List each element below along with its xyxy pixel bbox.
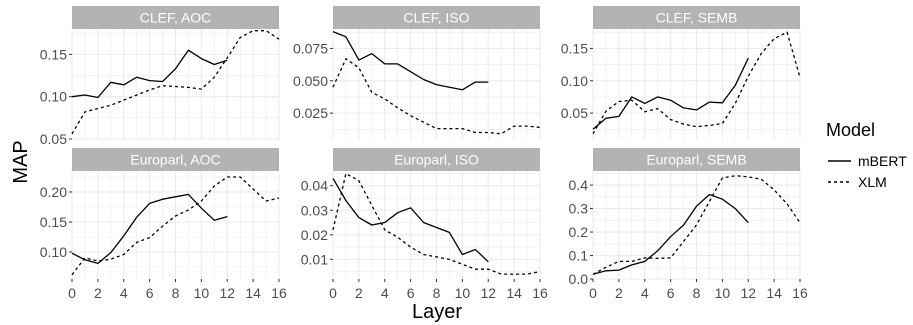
panel-title: Europarl, ISO xyxy=(394,152,479,168)
panel-strip xyxy=(72,6,279,29)
x-tick-label: 4 xyxy=(381,285,389,301)
x-tick-label: 8 xyxy=(433,285,441,301)
y-tick-label: 0.15 xyxy=(40,214,67,230)
x-tick-label: 2 xyxy=(615,285,623,301)
x-tick-label: 6 xyxy=(146,285,154,301)
x-tick-label: 16 xyxy=(792,285,808,301)
x-axis-title: Layer xyxy=(412,301,462,323)
y-axis-title: MAP xyxy=(10,140,32,183)
x-tick-label: 0 xyxy=(589,285,597,301)
panel-title: CLEF, ISO xyxy=(403,10,469,26)
y-tick-label: 0.15 xyxy=(561,40,588,56)
y-tick-label: 0.075 xyxy=(293,40,328,56)
series-line-mbert xyxy=(592,193,749,275)
panel-strip xyxy=(333,6,540,29)
legend-item-mbert: mBERT xyxy=(828,153,907,169)
series-line-mbert xyxy=(332,178,489,263)
panel-title: CLEF, AOC xyxy=(140,10,212,26)
y-tick-label: 0.01 xyxy=(301,251,328,267)
y-tick-label: 0.1 xyxy=(569,248,589,264)
panel-europarl-iso: Europarl, ISO 0.01 0.02 0.03 0.04 0 2 4 6 8 10 12 14… xyxy=(301,148,548,301)
x-tick-label: 2 xyxy=(94,285,102,301)
x-tick-label: 14 xyxy=(245,285,261,301)
x-tick-label: 8 xyxy=(172,285,180,301)
x-tick-label: 10 xyxy=(715,285,731,301)
y-tick-label: 0.15 xyxy=(40,46,67,62)
y-tick-label: 0.2 xyxy=(569,224,589,240)
legend: Model mBERT XLM xyxy=(826,120,907,190)
y-tick-label: 0.050 xyxy=(293,73,328,89)
series-line-mbert xyxy=(71,49,228,99)
panel-clef-semb: CLEF, SEMB 0.05 0.10 0.15 xyxy=(561,6,801,139)
x-tick-label: 14 xyxy=(766,285,782,301)
panel-clef-aoc: CLEF, AOC 0.05 0.10 0.15 xyxy=(40,6,280,147)
y-tick-label: 0.3 xyxy=(569,201,589,217)
x-tick-label: 12 xyxy=(740,285,756,301)
legend-title: Model xyxy=(826,120,875,140)
series-line-xlm xyxy=(71,30,280,135)
y-tick-label: 0.04 xyxy=(301,178,328,194)
x-tick-label: 6 xyxy=(667,285,675,301)
panel-strip xyxy=(333,148,540,171)
legend-item-xlm: XLM xyxy=(828,174,887,190)
y-tick-label: 0.10 xyxy=(40,244,67,260)
y-tick-label: 0.03 xyxy=(301,202,328,218)
panel-title: Europarl, AOC xyxy=(130,152,220,168)
x-tick-label: 12 xyxy=(219,285,235,301)
legend-label-mbert: mBERT xyxy=(858,153,907,169)
series-line-xlm xyxy=(71,176,280,276)
series-line-mbert xyxy=(592,57,749,130)
x-tick-label: 6 xyxy=(407,285,415,301)
y-tick-label: 0.10 xyxy=(40,89,67,105)
y-tick-label: 0.02 xyxy=(301,227,328,243)
x-tick-label: 16 xyxy=(271,285,287,301)
x-tick-label: 0 xyxy=(329,285,337,301)
legend-label-xlm: XLM xyxy=(858,174,887,190)
panel-strip xyxy=(593,148,800,171)
x-tick-label: 4 xyxy=(120,285,128,301)
x-tick-label: 10 xyxy=(455,285,471,301)
panel-europarl-semb: Europarl, SEMB 0.0 0.1 0.2 0.3 0.4 0 2 4 6 8 10 12 14… xyxy=(569,148,808,301)
y-tick-label: 0.05 xyxy=(561,105,588,121)
y-tick-label: 0.20 xyxy=(40,184,67,200)
series-line-mbert xyxy=(71,193,228,265)
x-tick-label: 10 xyxy=(194,285,210,301)
x-tick-label: 8 xyxy=(693,285,701,301)
y-tick-label: 0.10 xyxy=(561,73,588,89)
series-line-mbert xyxy=(332,30,489,91)
panel-strip xyxy=(72,148,279,171)
y-tick-label: 0.025 xyxy=(293,105,328,121)
panel-strip xyxy=(593,6,800,29)
panel-title: CLEF, SEMB xyxy=(656,10,738,26)
y-tick-label: 0.4 xyxy=(569,177,589,193)
series-line-xlm xyxy=(592,175,801,275)
series-line-xlm xyxy=(332,172,541,275)
panel-clef-iso: CLEF, ISO 0.025 0.050 0.075 xyxy=(293,6,541,139)
y-tick-label: 0.05 xyxy=(40,131,67,147)
x-tick-label: 4 xyxy=(641,285,649,301)
x-tick-label: 14 xyxy=(506,285,522,301)
panel-title: Europarl, SEMB xyxy=(646,152,746,168)
x-tick-label: 16 xyxy=(532,285,548,301)
series-line-xlm xyxy=(592,31,801,135)
x-tick-label: 0 xyxy=(68,285,76,301)
x-tick-label: 12 xyxy=(480,285,496,301)
y-tick-label: 0.0 xyxy=(569,271,589,287)
x-tick-label: 2 xyxy=(355,285,363,301)
panel-europarl-aoc: Europarl, AOC 0.10 0.15 0.20 0 2 4 6 8 10 12 14 16 xyxy=(40,148,287,301)
